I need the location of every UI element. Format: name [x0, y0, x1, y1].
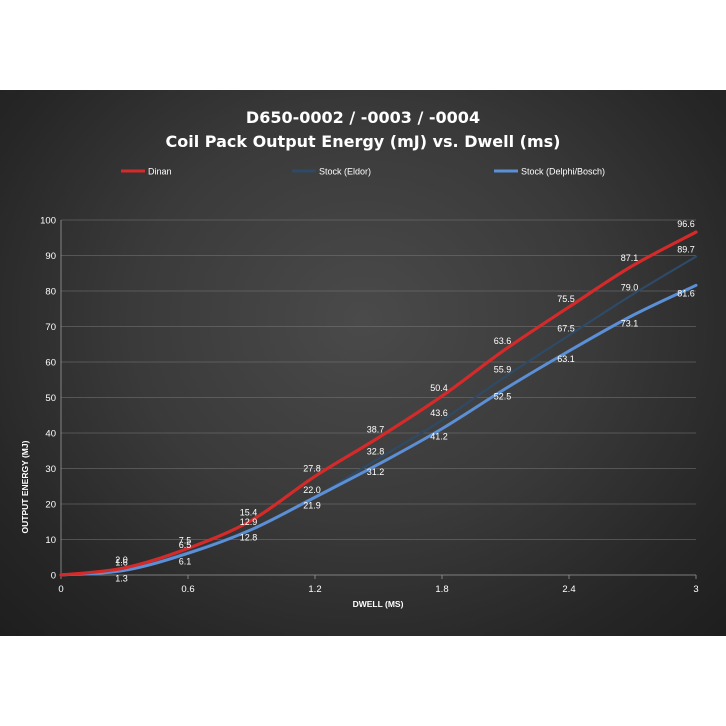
- data-label: 43.6: [430, 408, 448, 418]
- data-label: 31.2: [367, 467, 385, 477]
- x-tick-label: 0: [58, 584, 63, 595]
- series-lines: [59, 230, 698, 577]
- y-tick-label: 90: [45, 251, 56, 262]
- data-labels: 2.0 7.5 15.4 27.8 38.7 50.4 63.6 75.5 87.1 96.6 1.…: [115, 219, 695, 583]
- data-label: 89.7: [677, 245, 695, 255]
- data-label: 27.8: [303, 463, 321, 473]
- chart-panel: D650-0002 / -0003 / -0004 Coil Pack Outp…: [0, 90, 726, 636]
- gridlines: [61, 219, 696, 540]
- x-tick-label: 0.6: [181, 584, 194, 595]
- data-label: 52.5: [494, 392, 512, 402]
- data-label: 12.8: [240, 533, 258, 543]
- data-label: 21.9: [303, 500, 321, 510]
- data-label: 67.5: [557, 323, 575, 333]
- x-tick-label: 2.4: [562, 584, 575, 595]
- data-label: 41.2: [430, 432, 448, 442]
- chart-subtitle: Coil Pack Output Energy (mJ) vs. Dwell (…: [166, 132, 561, 151]
- data-label: 73.1: [621, 318, 639, 328]
- x-axis-label: DWELL (MS): [353, 599, 404, 609]
- legend: Dinan Stock (Eldor) Stock (Delphi/Bosch): [121, 167, 605, 177]
- data-label: 96.6: [677, 219, 695, 229]
- y-tick-label: 30: [45, 464, 56, 475]
- data-label: 81.6: [677, 288, 695, 298]
- y-tick-label: 0: [51, 571, 56, 582]
- series-line-dinan: [59, 230, 698, 577]
- chart-title: D650-0002 / -0003 / -0004: [246, 108, 480, 127]
- legend-label: Stock (Eldor): [319, 167, 371, 177]
- data-label: 1.3: [115, 573, 128, 583]
- y-tick-label: 80: [45, 287, 56, 298]
- axes: 0 10 20 30 40 50 60 70 80 90 100 0 0.6 1.2 1.8 2.4 3: [40, 216, 699, 596]
- data-label: 1.6: [115, 557, 128, 567]
- data-label: 63.6: [494, 336, 512, 346]
- x-tick-label: 1.8: [435, 584, 448, 595]
- series-line-stock-delphi-bosch: [59, 283, 698, 577]
- data-label: 55.9: [494, 365, 512, 375]
- data-label: 75.5: [557, 294, 575, 304]
- y-axis-label: OUTPUT ENERGY (MJ): [20, 440, 30, 533]
- data-label: 12.9: [240, 517, 258, 527]
- legend-label: Dinan: [148, 167, 172, 177]
- series-line-stock-eldor: [59, 255, 698, 577]
- data-label: 15.4: [240, 507, 258, 517]
- x-tick-label: 1.2: [308, 584, 321, 595]
- data-label: 6.1: [179, 556, 192, 566]
- energy-vs-dwell-chart: D650-0002 / -0003 / -0004 Coil Pack Outp…: [20, 108, 699, 609]
- data-label: 32.8: [367, 447, 385, 457]
- y-tick-label: 60: [45, 358, 56, 369]
- data-label: 6.5: [179, 540, 192, 550]
- y-tick-label: 10: [45, 535, 56, 546]
- data-label: 22.0: [303, 485, 321, 495]
- y-tick-label: 20: [45, 500, 56, 511]
- data-label: 63.1: [557, 354, 575, 364]
- data-label: 87.1: [621, 253, 639, 263]
- data-label: 7.5: [179, 535, 192, 545]
- data-label: 2.0: [115, 555, 128, 565]
- x-tick-label: 3: [693, 584, 698, 595]
- data-label: 38.7: [367, 425, 385, 435]
- y-tick-label: 100: [40, 216, 56, 227]
- data-label: 79.0: [621, 283, 639, 293]
- legend-label: Stock (Delphi/Bosch): [521, 167, 605, 177]
- y-tick-label: 70: [45, 322, 56, 333]
- data-label: 50.4: [430, 383, 448, 393]
- y-tick-label: 40: [45, 429, 56, 440]
- y-tick-label: 50: [45, 393, 56, 404]
